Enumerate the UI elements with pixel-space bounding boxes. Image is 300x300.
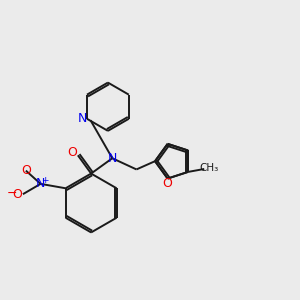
Text: CH₃: CH₃ [199,164,218,173]
Text: O: O [21,164,31,177]
Text: N: N [108,152,117,165]
Text: O: O [163,177,172,190]
Text: O: O [68,146,77,159]
Text: −: − [7,187,17,200]
Text: O: O [13,188,22,201]
Text: N: N [36,177,45,190]
Text: +: + [41,176,48,184]
Text: N: N [78,112,87,125]
